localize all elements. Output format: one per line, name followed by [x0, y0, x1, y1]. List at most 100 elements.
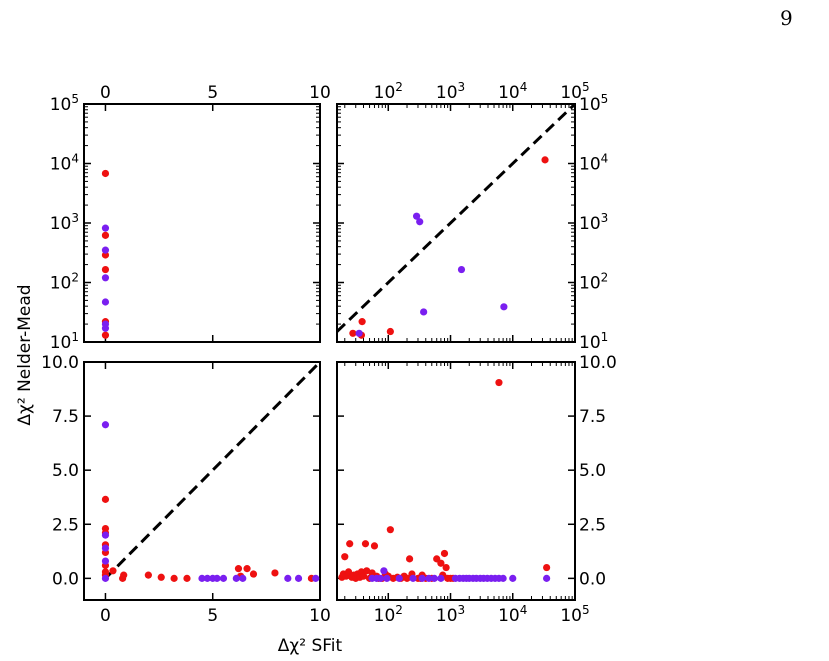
data-point-purple	[500, 303, 508, 311]
one-to-one-line	[337, 104, 575, 333]
panel-frame	[83, 361, 321, 601]
data-point-red	[183, 574, 191, 582]
data-point-red	[405, 555, 414, 563]
data-point-purple	[355, 329, 363, 337]
data-point-purple	[395, 574, 403, 582]
x-tick-label: 105	[560, 603, 589, 626]
data-point-purple	[101, 324, 110, 332]
data-point-red	[101, 265, 110, 274]
panel-data	[101, 362, 320, 582]
data-point-red	[344, 568, 353, 576]
y-tick-label: 7.5	[52, 407, 79, 427]
y-tick-label: 103	[50, 211, 79, 234]
data-point-purple	[101, 557, 110, 565]
data-point-purple	[416, 218, 424, 226]
data-point-red	[101, 495, 110, 503]
page-number: 9	[780, 6, 793, 30]
y-tick-label: 104	[579, 152, 608, 175]
data-point-red	[120, 571, 128, 579]
data-point-red	[101, 231, 110, 239]
data-point-purple	[198, 574, 206, 582]
data-point-red	[101, 169, 110, 178]
data-point-red	[359, 572, 368, 580]
data-point-red	[101, 331, 110, 339]
y-tick-label: 0.0	[579, 569, 606, 589]
y-tick-label: 10.0	[41, 353, 79, 373]
x-tick-label: 10	[309, 606, 331, 626]
data-point-purple	[101, 421, 110, 429]
x-axis-title: Δχ² SFit	[278, 636, 343, 656]
data-point-purple	[213, 574, 221, 582]
data-point-purple	[239, 574, 247, 582]
y-tick-label: 2.5	[579, 515, 606, 535]
y-tick-label: 2.5	[52, 515, 79, 535]
data-point-red	[442, 563, 450, 572]
panel-data	[337, 104, 575, 339]
panel-data	[338, 378, 551, 582]
data-point-purple	[380, 567, 388, 575]
data-point-red	[361, 540, 370, 548]
data-point-purple	[509, 574, 517, 582]
data-point-red	[249, 570, 258, 578]
data-point-red	[170, 574, 178, 582]
data-point-purple	[232, 574, 240, 582]
y-tick-label: 5.0	[52, 461, 79, 481]
data-point-purple	[437, 574, 445, 582]
data-point-purple	[284, 574, 292, 582]
data-point-red	[386, 526, 394, 534]
x-tick-label: 104	[498, 80, 527, 103]
data-point-red	[403, 574, 411, 582]
x-tick-label: 103	[436, 603, 465, 626]
data-point-red	[144, 571, 152, 579]
data-point-purple	[383, 574, 391, 582]
data-point-red	[109, 567, 117, 575]
y-axis-title: Δχ² Nelder-Mead	[15, 284, 35, 425]
panel-top-left: 0 5 10 105 104 103 102 101	[50, 83, 331, 353]
data-point-red	[346, 540, 354, 548]
data-point-purple	[543, 574, 551, 582]
data-point-purple	[499, 574, 507, 582]
data-point-purple	[312, 574, 320, 582]
data-point-purple	[101, 224, 110, 232]
data-point-red	[386, 327, 394, 336]
y-tick-label: 101	[579, 330, 608, 353]
data-point-red	[271, 569, 279, 577]
data-point-purple	[101, 298, 110, 306]
x-tick-label: 102	[374, 80, 403, 103]
data-point-red	[341, 553, 349, 561]
panel-frame	[83, 103, 321, 343]
data-point-red	[543, 563, 551, 572]
x-tick-label: 104	[498, 603, 527, 626]
data-point-purple	[409, 574, 417, 582]
data-point-red	[440, 549, 449, 558]
data-point-purple	[101, 531, 110, 539]
y-tick-label: 105	[579, 92, 608, 115]
y-tick-label: 103	[579, 211, 608, 234]
y-tick-label: 10.0	[579, 353, 617, 373]
data-point-purple	[101, 246, 110, 254]
y-tick-label: 101	[50, 330, 79, 353]
data-point-purple	[203, 574, 211, 582]
data-point-red	[358, 318, 366, 326]
x-tick-label: 10	[309, 83, 331, 103]
y-tick-label: 105	[50, 92, 79, 115]
y-tick-label: 102	[579, 271, 608, 294]
y-tick-label: 0.0	[52, 569, 79, 589]
data-point-purple	[425, 574, 433, 582]
panel-bottom-right: 102 103 104 105 10.0 7.5 5.0 2.5 0.0	[336, 353, 617, 626]
data-point-purple	[294, 574, 303, 582]
data-point-red	[437, 559, 445, 567]
data-point-red	[541, 156, 549, 164]
x-tick-label: 103	[436, 80, 465, 103]
panel-frame	[336, 361, 576, 601]
data-point-red	[370, 542, 379, 550]
y-tick-label: 5.0	[579, 461, 606, 481]
data-point-red	[157, 573, 165, 581]
panel-bottom-left: 0 5 10 10.0 7.5 5.0 2.5 0.0	[41, 353, 331, 626]
data-point-red	[234, 565, 243, 573]
x-tick-label: 0	[100, 83, 111, 103]
data-point-purple	[101, 544, 110, 552]
